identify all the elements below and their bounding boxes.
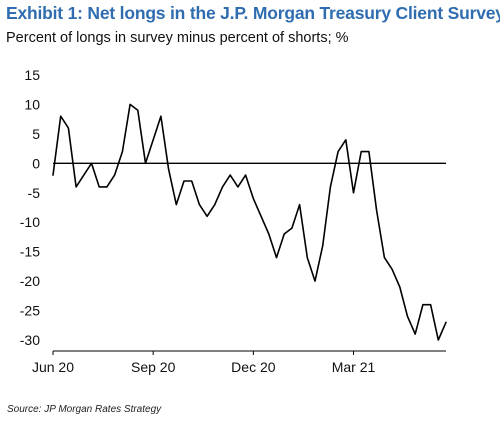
data-point	[229, 174, 231, 176]
data-point	[52, 174, 54, 176]
data-point	[245, 174, 247, 176]
data-point	[160, 115, 162, 117]
y-tick-label: -10	[20, 214, 40, 230]
data-point	[260, 215, 262, 217]
y-tick-label: -25	[20, 303, 40, 319]
data-point	[314, 280, 316, 282]
data-point	[91, 162, 93, 164]
data-point	[83, 174, 85, 176]
series-line	[52, 103, 447, 341]
data-point	[376, 209, 378, 211]
data-point	[391, 268, 393, 270]
data-point	[322, 245, 324, 247]
data-point	[237, 186, 239, 188]
data-point	[198, 204, 200, 206]
data-point	[368, 151, 370, 153]
y-axis-labels: 15 10 5 0 -5 -10 -15 -20 -25 -30	[20, 67, 40, 348]
data-point	[299, 204, 301, 206]
data-point	[252, 198, 254, 200]
data-point	[114, 174, 116, 176]
data-point	[275, 257, 277, 259]
data-point	[144, 162, 146, 164]
data-point	[337, 151, 339, 153]
data-point	[291, 227, 293, 229]
chart-subtitle: Percent of longs in survey minus percent…	[6, 30, 349, 46]
data-point	[283, 233, 285, 235]
data-point	[121, 151, 123, 153]
data-point	[191, 180, 193, 182]
x-tick-label: Sep 20	[131, 359, 176, 375]
data-point	[268, 233, 270, 235]
data-point	[183, 180, 185, 182]
y-tick-label: -15	[20, 244, 40, 260]
data-point	[353, 192, 355, 194]
data-point	[437, 339, 439, 341]
data-point	[445, 321, 447, 323]
data-point	[360, 151, 362, 153]
data-point	[306, 257, 308, 259]
x-tick-label: Dec 20	[231, 359, 276, 375]
chart-title: Exhibit 1: Net longs in the J.P. Morgan …	[6, 3, 500, 23]
data-point	[422, 304, 424, 306]
data-point	[98, 186, 100, 188]
y-tick-label: 0	[32, 155, 40, 171]
y-tick-label: -5	[28, 185, 41, 201]
data-point	[406, 315, 408, 317]
data-point	[129, 103, 131, 105]
source-note: Source: JP Morgan Rates Strategy	[7, 404, 162, 415]
x-axis-labels: Jun 20 Sep 20 Dec 20 Mar 21	[32, 359, 376, 375]
x-axis-ticks	[52, 351, 355, 355]
data-point	[329, 186, 331, 188]
y-tick-label: 5	[32, 126, 40, 142]
data-point	[175, 204, 177, 206]
series-group	[52, 103, 447, 341]
data-point	[345, 139, 347, 141]
data-point	[399, 286, 401, 288]
data-point	[137, 109, 139, 111]
data-point	[106, 186, 108, 188]
y-tick-label: -20	[20, 273, 40, 289]
data-point	[414, 333, 416, 335]
data-point	[430, 304, 432, 306]
data-point	[168, 168, 170, 170]
y-tick-label: 15	[24, 67, 40, 83]
data-point	[152, 139, 154, 141]
data-point	[214, 204, 216, 206]
x-tick-label: Jun 20	[32, 359, 74, 375]
x-tick-label: Mar 21	[332, 359, 376, 375]
data-point	[383, 257, 385, 259]
y-tick-label: -30	[20, 332, 40, 348]
data-point	[222, 186, 224, 188]
data-point	[60, 115, 62, 117]
y-tick-label: 10	[24, 96, 40, 112]
data-point	[75, 186, 77, 188]
data-point	[67, 127, 69, 129]
data-point	[206, 215, 208, 217]
